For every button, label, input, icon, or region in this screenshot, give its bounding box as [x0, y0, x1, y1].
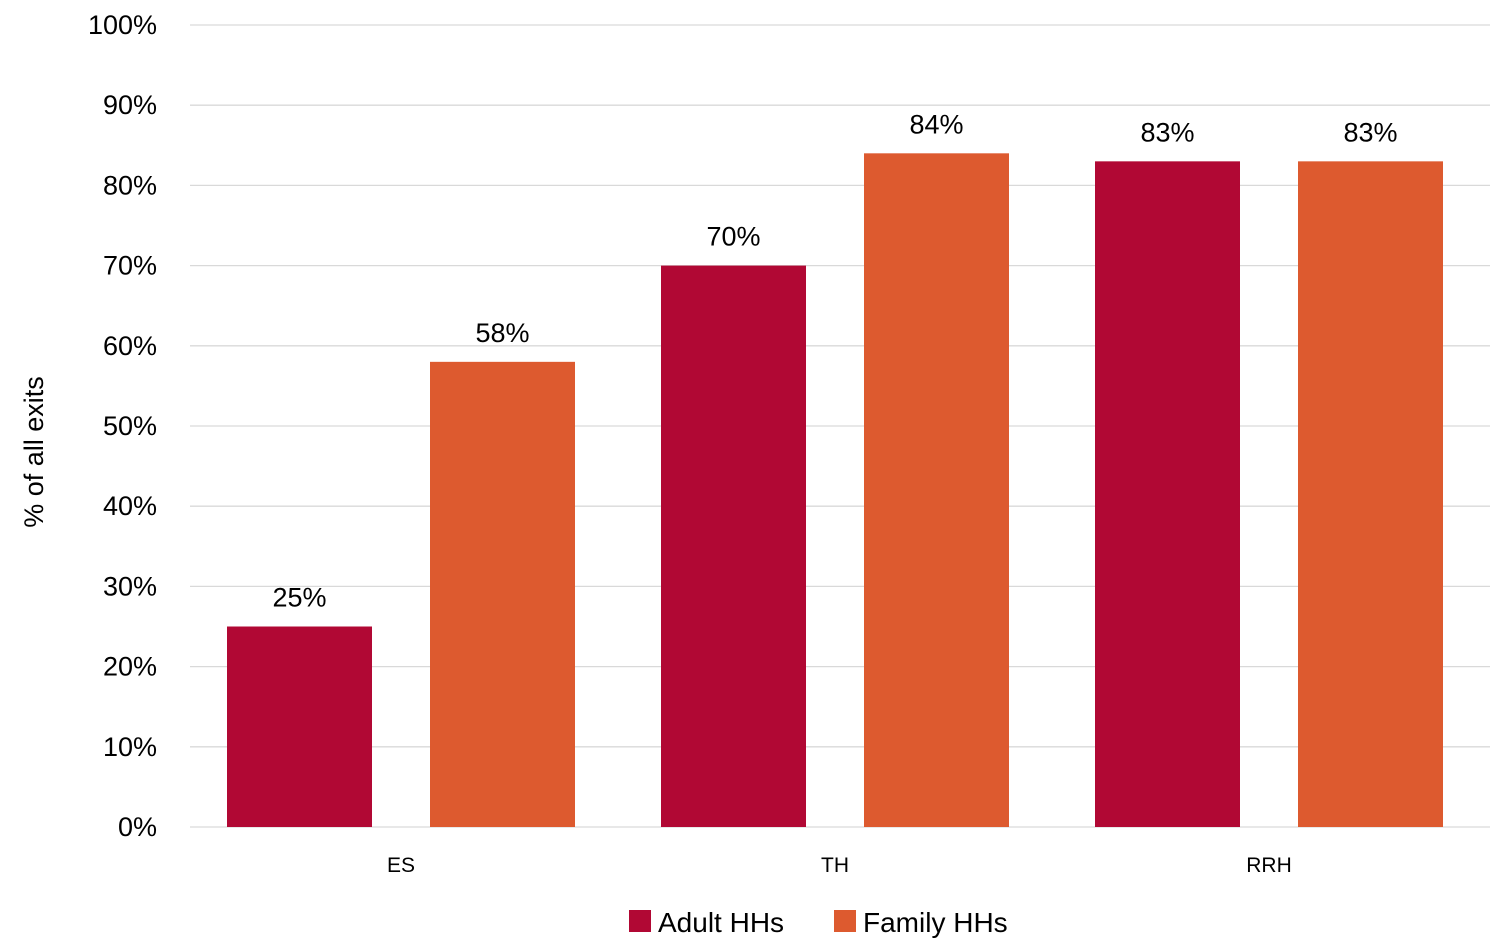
x-axis-categories: ES TH RRH	[387, 854, 1292, 877]
bar-th-family-hhs	[864, 153, 1009, 827]
bar-th-adult-hhs	[661, 266, 806, 827]
y-tick-label: 90%	[103, 90, 157, 120]
y-tick-label: 80%	[103, 170, 157, 200]
legend-item-adult-hhs: Adult HHs	[629, 907, 784, 938]
x-tick-label: ES	[387, 854, 415, 877]
bar-es-family-hhs	[430, 362, 575, 827]
bar-rrh-adult-hhs	[1095, 161, 1240, 827]
y-tick-label: 0%	[118, 812, 157, 842]
gridlines	[190, 25, 1490, 827]
y-tick-label: 40%	[103, 491, 157, 521]
x-tick-label: RRH	[1246, 854, 1292, 877]
data-label: 25%	[272, 583, 326, 613]
y-tick-label: 10%	[103, 732, 157, 762]
legend: Adult HHs Family HHs	[629, 907, 1008, 938]
y-tick-label: 100%	[88, 10, 157, 40]
bars	[227, 153, 1443, 827]
y-tick-label: 30%	[103, 571, 157, 601]
legend-swatch	[629, 910, 651, 932]
y-tick-label: 50%	[103, 411, 157, 441]
bar-rrh-family-hhs	[1298, 161, 1443, 827]
bar-es-adult-hhs	[227, 627, 372, 828]
data-label: 83%	[1140, 117, 1194, 147]
x-tick-label: TH	[821, 854, 849, 877]
data-label: 83%	[1343, 117, 1397, 147]
y-axis-ticks: 0% 10% 20% 30% 40% 50% 60% 70% 80% 90% 100%	[88, 10, 157, 842]
legend-swatch	[834, 910, 856, 932]
y-tick-label: 70%	[103, 251, 157, 281]
legend-label: Adult HHs	[658, 907, 784, 938]
data-label: 70%	[706, 222, 760, 252]
data-label: 84%	[909, 109, 963, 139]
legend-item-family-hhs: Family HHs	[834, 907, 1008, 938]
data-label: 58%	[475, 318, 529, 348]
y-axis-title: % of all exits	[19, 376, 49, 528]
y-tick-label: 20%	[103, 652, 157, 682]
legend-label: Family HHs	[863, 907, 1008, 938]
y-tick-label: 60%	[103, 331, 157, 361]
